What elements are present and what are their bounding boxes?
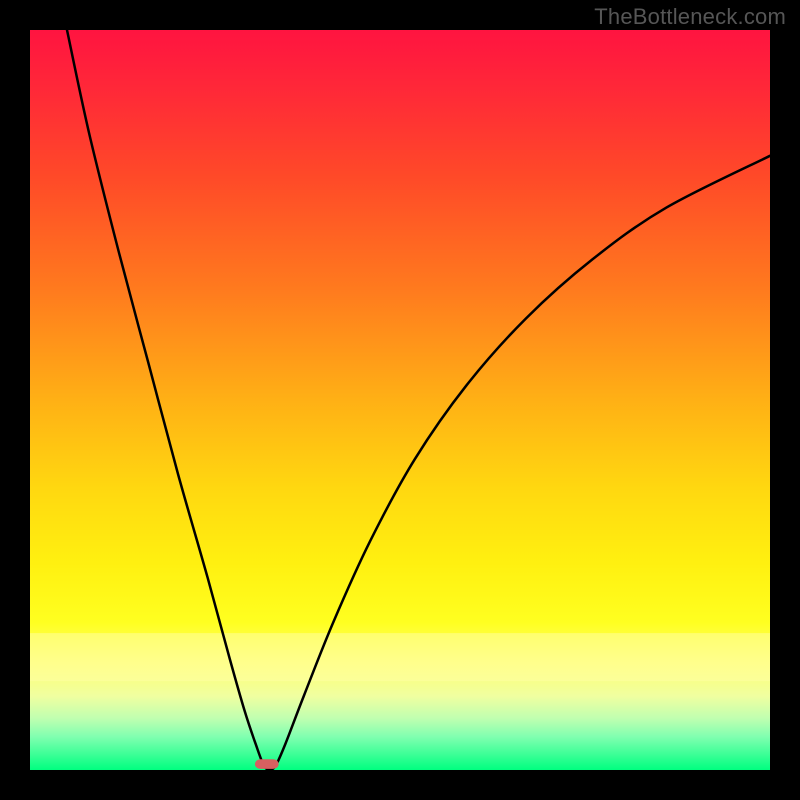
plot-area bbox=[30, 30, 770, 770]
optimal-point-marker bbox=[255, 759, 279, 769]
chart-svg bbox=[30, 30, 770, 770]
chart-container: TheBottleneck.com bbox=[0, 0, 800, 800]
watermark-text: TheBottleneck.com bbox=[594, 4, 786, 30]
highlight-band bbox=[30, 633, 770, 681]
